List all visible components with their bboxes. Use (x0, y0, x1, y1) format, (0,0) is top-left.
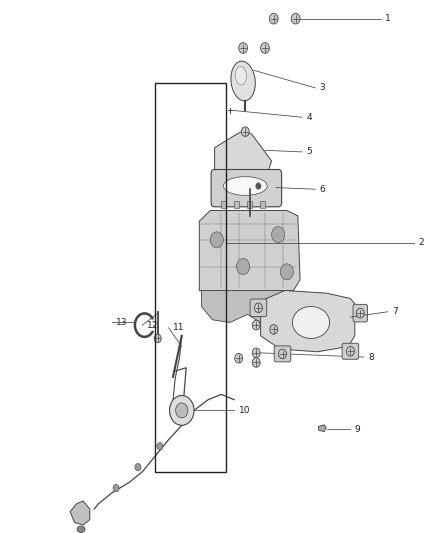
Circle shape (176, 403, 188, 418)
Circle shape (241, 127, 249, 136)
Circle shape (270, 325, 278, 334)
Text: 9: 9 (355, 425, 360, 433)
Text: 6: 6 (320, 185, 325, 193)
Circle shape (239, 43, 247, 53)
Polygon shape (215, 130, 272, 174)
Bar (221, 201, 226, 208)
Text: 3: 3 (320, 84, 325, 92)
Text: 1: 1 (385, 14, 391, 23)
Circle shape (269, 13, 278, 24)
Circle shape (252, 320, 260, 330)
Polygon shape (201, 290, 298, 322)
Circle shape (157, 442, 163, 450)
Text: 10: 10 (239, 406, 250, 415)
Ellipse shape (77, 526, 85, 532)
Polygon shape (318, 425, 326, 432)
Ellipse shape (235, 67, 247, 85)
Circle shape (113, 484, 119, 492)
Circle shape (252, 358, 260, 367)
Bar (234, 201, 239, 208)
FancyBboxPatch shape (274, 346, 291, 362)
Circle shape (254, 303, 262, 312)
Circle shape (356, 308, 364, 318)
Circle shape (280, 264, 293, 280)
Polygon shape (70, 501, 90, 525)
FancyBboxPatch shape (250, 299, 267, 317)
Text: 5: 5 (307, 148, 312, 156)
Ellipse shape (231, 61, 255, 101)
FancyBboxPatch shape (211, 169, 282, 207)
Ellipse shape (292, 306, 329, 338)
Text: 11: 11 (173, 324, 184, 332)
Circle shape (272, 227, 285, 243)
Text: 4: 4 (307, 113, 312, 122)
Circle shape (237, 259, 250, 274)
Circle shape (210, 232, 223, 248)
Polygon shape (199, 211, 300, 290)
Circle shape (235, 353, 243, 363)
Bar (247, 201, 252, 208)
Text: 12: 12 (147, 321, 158, 329)
Circle shape (291, 13, 300, 24)
Circle shape (279, 349, 286, 359)
Circle shape (154, 334, 161, 343)
Text: 13: 13 (116, 318, 127, 327)
FancyBboxPatch shape (353, 304, 367, 322)
Text: 8: 8 (368, 353, 374, 361)
Circle shape (346, 346, 354, 356)
Ellipse shape (223, 177, 267, 195)
Circle shape (256, 183, 261, 189)
FancyBboxPatch shape (342, 343, 359, 359)
Circle shape (261, 43, 269, 53)
Bar (155, 83, 226, 472)
Polygon shape (261, 290, 355, 352)
Circle shape (135, 463, 141, 471)
Bar (260, 201, 265, 208)
Text: 2: 2 (418, 238, 424, 247)
Circle shape (252, 348, 260, 358)
Text: 7: 7 (392, 308, 398, 316)
Circle shape (170, 395, 194, 425)
